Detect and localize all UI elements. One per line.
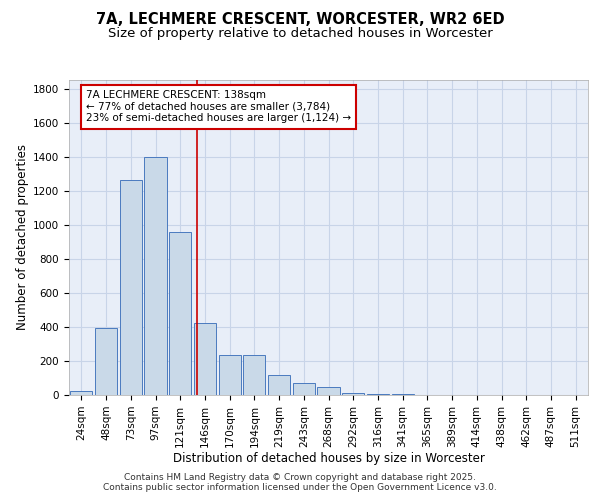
- Text: 7A, LECHMERE CRESCENT, WORCESTER, WR2 6ED: 7A, LECHMERE CRESCENT, WORCESTER, WR2 6E…: [95, 12, 505, 28]
- Bar: [218, 355, 241, 395]
- Bar: [70, 390, 92, 395]
- X-axis label: Distribution of detached houses by size in Worcester: Distribution of detached houses by size …: [173, 452, 484, 466]
- Bar: [342, 394, 364, 395]
- Y-axis label: Number of detached properties: Number of detached properties: [16, 144, 29, 330]
- Bar: [243, 355, 265, 395]
- Bar: [169, 232, 191, 395]
- Bar: [119, 180, 142, 395]
- Text: 7A LECHMERE CRESCENT: 138sqm
← 77% of detached houses are smaller (3,784)
23% of: 7A LECHMERE CRESCENT: 138sqm ← 77% of de…: [86, 90, 351, 124]
- Bar: [268, 376, 290, 395]
- Bar: [367, 394, 389, 395]
- Text: Size of property relative to detached houses in Worcester: Size of property relative to detached ho…: [107, 28, 493, 40]
- Bar: [145, 156, 167, 395]
- Bar: [95, 328, 117, 395]
- Bar: [293, 383, 315, 395]
- Bar: [194, 324, 216, 395]
- Bar: [317, 388, 340, 395]
- Bar: [392, 394, 414, 395]
- Text: Contains HM Land Registry data © Crown copyright and database right 2025.
Contai: Contains HM Land Registry data © Crown c…: [103, 473, 497, 492]
